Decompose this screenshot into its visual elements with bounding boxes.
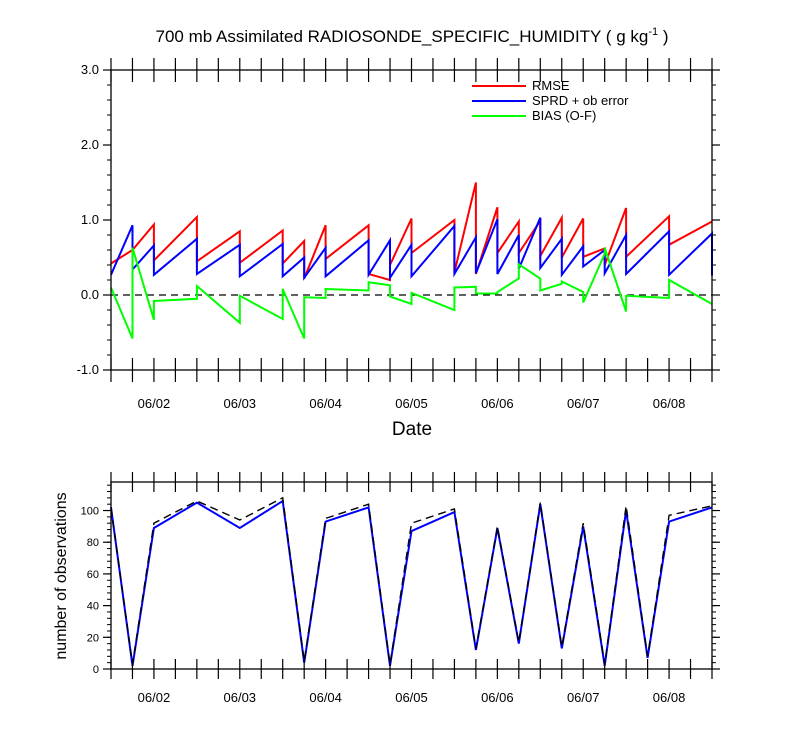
top-plot-frame [110, 69, 713, 371]
bottom-x-tick-label: 06/07 [567, 690, 600, 705]
humidity-chart: 700 mb Assimilated RADIOSONDE_SPECIFIC_H… [77, 26, 720, 440]
bottom-ticks-layer: 0 20 40 60 80 100 06/02 06/03 06/04 06/05 06/06 06/… [81, 472, 720, 705]
legend-label-rmse: RMSE [532, 78, 570, 93]
legend-label-sprd-ob-error: SPRD + ob error [532, 93, 629, 108]
top-y-tick-label: 2.0 [81, 137, 99, 152]
top-y-tick-label: -1.0 [77, 362, 99, 377]
bottom-x-tick-label: 06/08 [653, 690, 686, 705]
bottom-y-tick-label: 60 [87, 569, 99, 581]
bottom-x-tick-label: 06/04 [309, 690, 342, 705]
bottom-x-tick-label: 06/02 [138, 690, 171, 705]
bottom-y-tick-label: 20 [87, 632, 99, 644]
top-x-tick-label: 06/07 [567, 396, 600, 411]
top-series-layer [110, 182, 713, 339]
top-y-tick-label: 1.0 [81, 212, 99, 227]
top-x-tick-label: 06/03 [224, 396, 257, 411]
bottom-x-tick-label: 06/06 [481, 690, 514, 705]
top-x-tick-label: 06/04 [309, 396, 342, 411]
bottom-y-tick-label: 80 [87, 537, 99, 549]
top-x-tick-label: 06/02 [138, 396, 171, 411]
bottom-y-tick-label: 100 [81, 506, 99, 518]
bottom-series-layer [110, 496, 713, 666]
legend-label-bias-o-f: BIAS (O-F) [532, 108, 596, 123]
bottom-plot-frame [110, 481, 713, 670]
bottom-x-tick-label: 06/03 [224, 690, 257, 705]
top-y-tick-label: 0.0 [81, 287, 99, 302]
observations-chart: 0 20 40 60 80 100 06/02 06/03 06/04 06/05 06/06 06/… [53, 472, 720, 705]
y-axis-label: number of observations [53, 492, 70, 659]
bottom-y-tick-label: 40 [87, 601, 99, 613]
series-line-observations-used [110, 499, 713, 666]
top-y-tick-label: 3.0 [81, 62, 99, 77]
series-line-observations-total [110, 496, 713, 665]
chart-title: 700 mb Assimilated RADIOSONDE_SPECIFIC_H… [156, 26, 669, 46]
bottom-x-tick-label: 06/05 [395, 690, 428, 705]
top-x-tick-label: 06/08 [653, 396, 686, 411]
top-ticks-layer: -1.0 0.0 1.0 2.0 3.0 06/02 06/03 06/04 06/05 06/0… [77, 58, 720, 411]
series-line-bias-o-f [110, 247, 713, 339]
x-axis-label: Date [392, 419, 432, 440]
bottom-y-tick-label: 0 [93, 664, 99, 676]
top-x-tick-label: 06/06 [481, 396, 514, 411]
top-x-tick-label: 06/05 [395, 396, 428, 411]
